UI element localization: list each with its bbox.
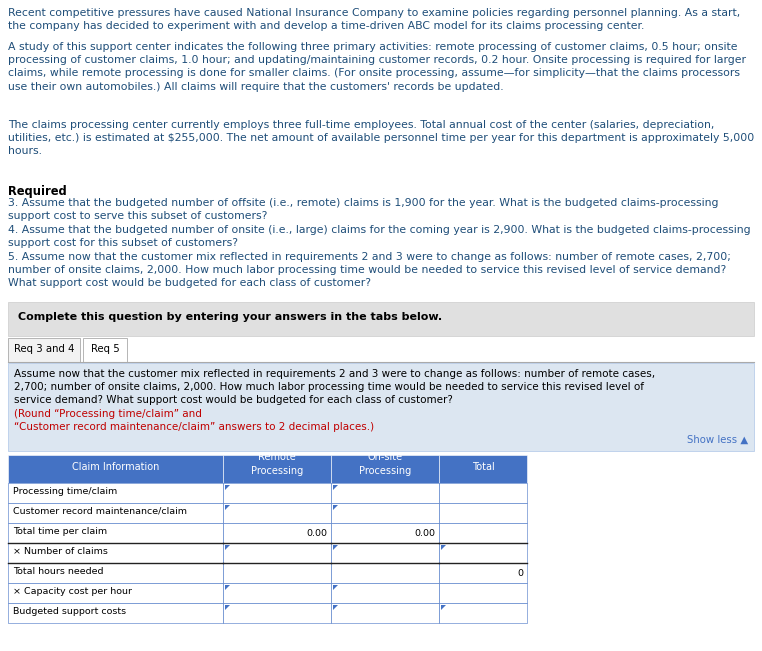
Bar [8,543,223,563]
Text: Claim Information: Claim Information [72,462,159,472]
Bar [223,543,331,563]
Bar [439,483,527,503]
Bar [8,523,223,543]
Bar [83,338,127,362]
Bar [331,503,439,523]
Bar [8,483,223,503]
Bar [331,563,439,583]
Text: Req 3 and 4: Req 3 and 4 [14,344,74,354]
Bar [8,338,80,362]
Polygon shape [333,505,338,510]
Text: 4. Assume that the budgeted number of onsite (i.e., large) claims for the coming: 4. Assume that the budgeted number of on… [8,225,751,248]
Polygon shape [333,605,338,610]
Bar [8,563,223,583]
Bar [8,363,754,451]
Bar [223,583,331,603]
Text: Total hours needed: Total hours needed [13,567,104,576]
Polygon shape [225,605,230,610]
Text: Processing time/claim: Processing time/claim [13,487,117,496]
Bar [223,483,331,503]
Polygon shape [333,545,338,550]
Polygon shape [333,585,338,590]
Text: (Round “Processing time/claim” and
“Customer record maintenance/claim” answers t: (Round “Processing time/claim” and “Cust… [14,409,374,432]
Bar [223,603,331,623]
Bar [331,583,439,603]
Polygon shape [333,485,338,490]
Text: Req 5: Req 5 [91,344,120,354]
Text: × Capacity cost per hour: × Capacity cost per hour [13,587,132,596]
Bar [8,603,223,623]
Text: Required: Required [8,185,67,198]
Text: Budgeted support costs: Budgeted support costs [13,607,126,616]
Text: Complete this question by entering your answers in the tabs below.: Complete this question by entering your … [18,312,442,322]
Text: 0: 0 [517,568,523,577]
Text: 0.00: 0.00 [306,529,327,538]
Bar [439,583,527,603]
Bar [439,563,527,583]
Bar [439,543,527,563]
Bar [331,455,439,483]
Text: Remote
Processing: Remote Processing [251,452,303,476]
Text: 0.00: 0.00 [414,529,435,538]
Polygon shape [225,545,230,550]
Bar [223,455,331,483]
Bar [439,603,527,623]
Text: 3. Assume that the budgeted number of offsite (i.e., remote) claims is 1,900 for: 3. Assume that the budgeted number of of… [8,198,719,221]
Bar [331,523,439,543]
Bar [8,503,223,523]
Text: 5. Assume now that the customer mix reflected in requirements 2 and 3 were to ch: 5. Assume now that the customer mix refl… [8,252,731,288]
Bar [439,523,527,543]
Polygon shape [225,505,230,510]
Bar [439,503,527,523]
Bar [331,483,439,503]
Text: Total time per claim: Total time per claim [13,527,107,536]
Bar [8,583,223,603]
Text: A study of this support center indicates the following three primary activities:: A study of this support center indicates… [8,42,746,92]
Text: Total: Total [472,462,495,472]
Polygon shape [441,605,446,610]
Bar [223,503,331,523]
Text: Customer record maintenance/claim: Customer record maintenance/claim [13,507,187,516]
Bar [331,603,439,623]
Bar [8,302,754,336]
Bar [439,455,527,483]
Text: Show less ▲: Show less ▲ [687,435,748,445]
Text: Assume now that the customer mix reflected in requirements 2 and 3 were to chang: Assume now that the customer mix reflect… [14,369,655,406]
Polygon shape [225,485,230,490]
Bar [8,455,223,483]
Text: On-site
Processing: On-site Processing [359,452,411,476]
Polygon shape [225,585,230,590]
Text: Recent competitive pressures have caused National Insurance Company to examine p: Recent competitive pressures have caused… [8,8,740,31]
Polygon shape [441,545,446,550]
Bar [223,523,331,543]
Text: × Number of claims: × Number of claims [13,547,108,556]
Bar [223,563,331,583]
Bar [331,543,439,563]
Text: The claims processing center currently employs three full-time employees. Total : The claims processing center currently e… [8,120,754,156]
